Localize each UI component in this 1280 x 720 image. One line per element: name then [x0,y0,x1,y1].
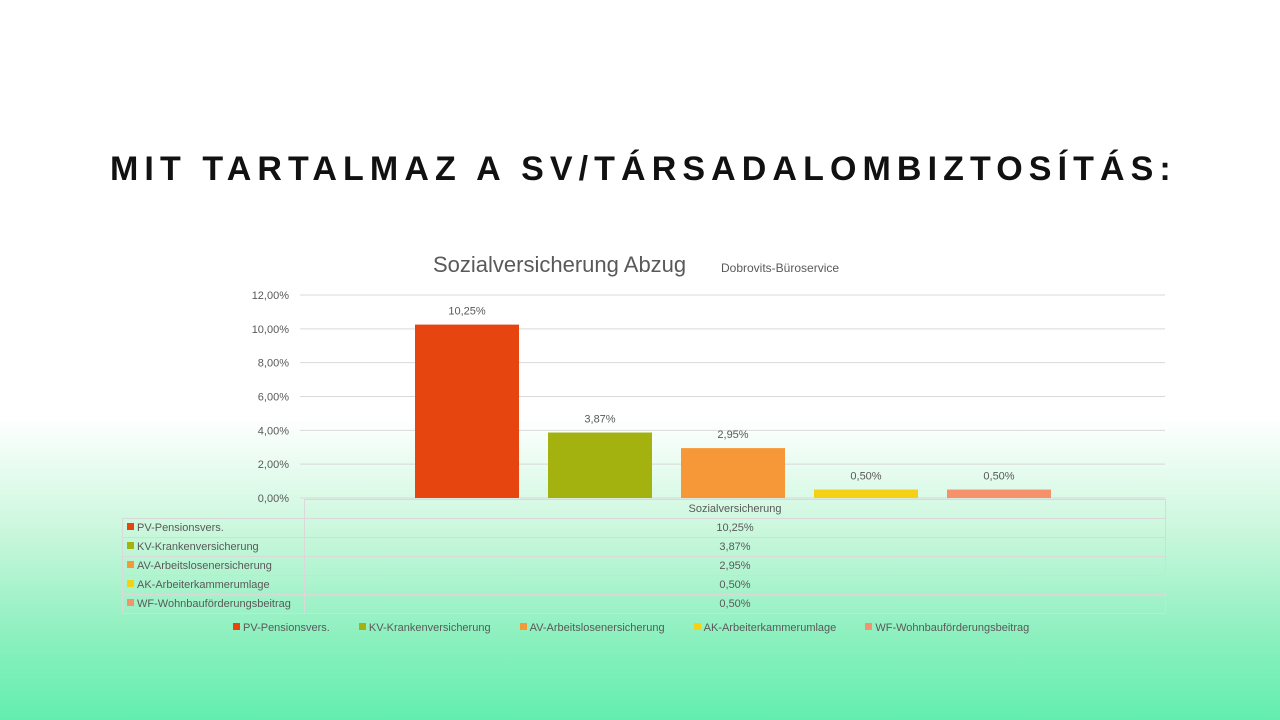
y-tick-label: 4,00% [258,425,289,437]
legend-label: AV-Arbeitslosenersicherung [529,622,665,634]
data-table: Sozialversicherung PV-Pensionsvers. 10,2… [122,499,1166,614]
series-color-swatch [127,523,134,530]
data-table-series-cell: AK-Arbeiterkammerumlage [122,575,305,595]
data-table-value: 0,50% [304,594,1166,614]
legend-label: KV-Krankenversicherung [368,622,491,634]
legend-swatch [693,623,701,630]
series-color-swatch [127,561,134,568]
data-table-series-cell: AV-Arbeitslosenersicherung [122,556,305,576]
chart-title: Sozialversicherung Abzug [433,252,687,277]
legend-swatch [358,623,366,630]
series-color-swatch [127,580,134,587]
y-tick-label: 10,00% [252,324,290,336]
y-tick-label: 6,00% [258,392,289,404]
data-table-row: KV-Krankenversicherung 3,87% [122,537,1166,557]
data-table-series-name: KV-Krankenversicherung [137,541,259,553]
legend-item: AK-Arbeiterkammerumlage [693,622,837,634]
series-color-swatch [127,542,134,549]
y-tick-label: 12,00% [252,290,290,302]
y-tick-label: 8,00% [258,358,289,370]
data-table-row: WF-Wohnbauförderungsbeitrag 0,50% [122,594,1166,614]
data-table-row: PV-Pensionsvers. 10,25% [122,518,1166,538]
data-table-value: 10,25% [304,518,1166,538]
data-table-value: 3,87% [304,537,1166,557]
chart-legend: PV-Pensionsvers. KV-Krankenversicherung … [233,622,1055,634]
data-table-series-name: AV-Arbeitslosenersicherung [137,560,272,572]
data-table-series-name: AK-Arbeiterkammerumlage [137,579,270,591]
legend-swatch [233,623,240,630]
bar [814,489,918,498]
legend-item: KV-Krankenversicherung [358,622,491,634]
data-table-series-cell: KV-Krankenversicherung [122,537,305,557]
y-tick-label: 2,00% [258,459,289,471]
bar [947,489,1051,498]
data-label: 10,25% [448,306,486,318]
legend-label: AK-Arbeiterkammerumlage [703,622,837,634]
series-color-swatch [127,599,134,606]
data-table-header-row: Sozialversicherung [122,499,1166,519]
data-label: 0,50% [850,471,881,483]
data-table-series-cell: PV-Pensionsvers. [122,518,305,538]
legend-swatch [519,623,527,630]
legend-item: AV-Arbeitslosenersicherung [519,622,665,634]
data-table-series-name: WF-Wohnbauförderungsbeitrag [137,598,291,610]
data-table-category-header: Sozialversicherung [304,499,1166,519]
legend-swatch [865,623,873,630]
data-table-value: 2,95% [304,556,1166,576]
data-label: 3,87% [584,414,615,426]
data-table-row: AK-Arbeiterkammerumlage 0,50% [122,575,1166,595]
data-table-row: AV-Arbeitslosenersicherung 2,95% [122,556,1166,576]
legend-label: WF-Wohnbauförderungsbeitrag [875,622,1030,634]
legend-item: PV-Pensionsvers. [233,622,330,634]
chart-subtitle: Dobrovits-Büroservice [721,261,840,275]
data-table-series-name: PV-Pensionsvers. [137,522,224,534]
slide-title: MIT TARTALMAZ A SV/TÁRSADALOMBIZTOSÍTÁS: [110,150,1177,188]
data-label: 0,50% [983,471,1014,483]
legend-label: PV-Pensionsvers. [243,622,330,634]
legend-item: WF-Wohnbauförderungsbeitrag [865,622,1029,634]
bar [681,448,785,498]
bar [548,432,652,498]
data-table-value: 0,50% [304,575,1166,595]
data-label: 2,95% [717,429,748,441]
data-table-series-cell: WF-Wohnbauförderungsbeitrag [122,594,305,614]
bar [415,324,519,498]
data-table-corner [122,499,305,519]
